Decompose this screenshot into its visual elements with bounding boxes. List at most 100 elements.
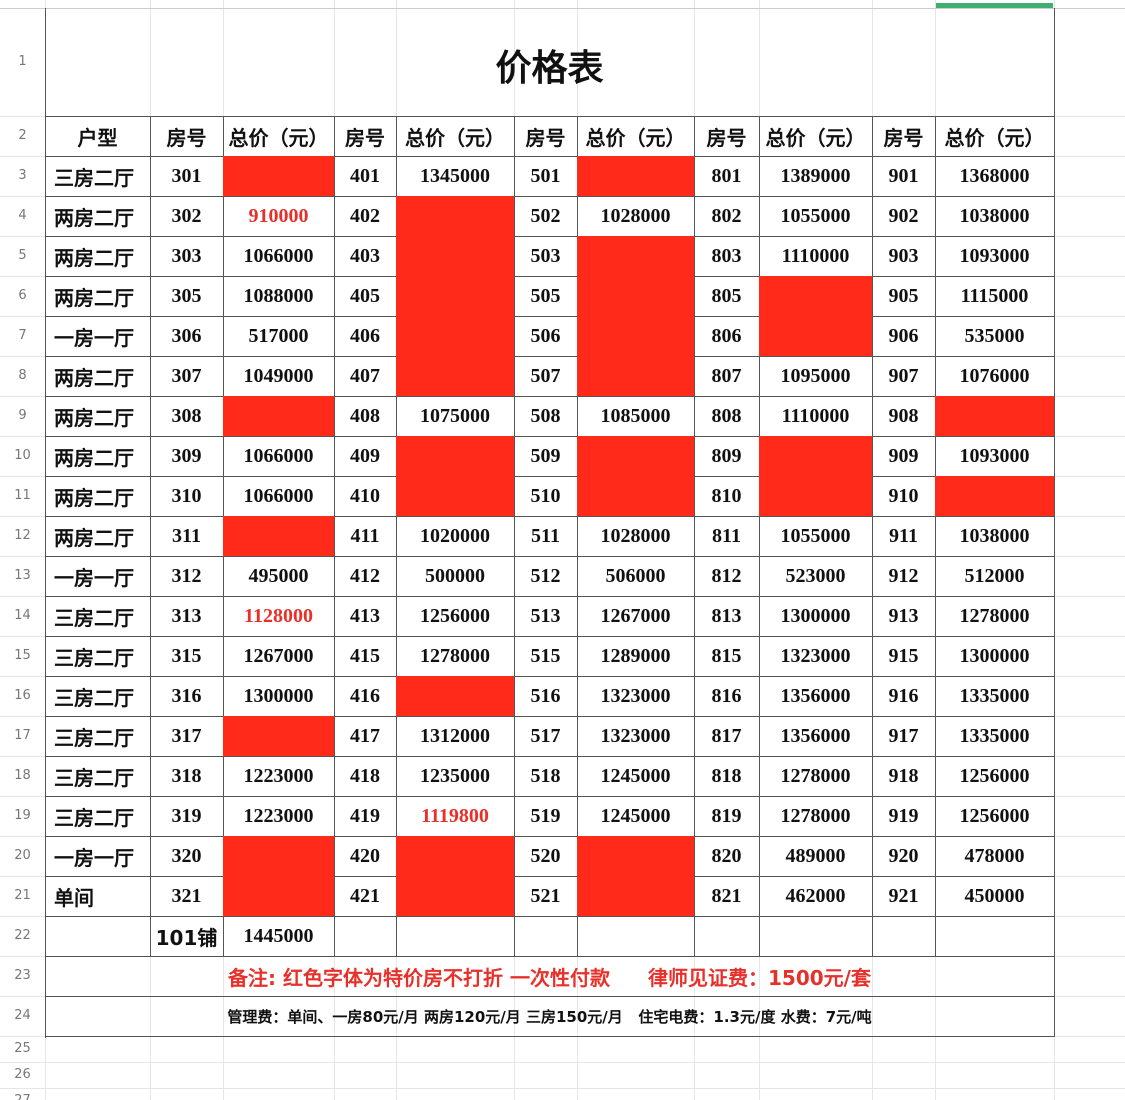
row-number: 2 [18, 128, 27, 143]
room-number: 513 [514, 596, 578, 637]
room-number: 809 [694, 436, 760, 477]
price: 1300000 [223, 676, 335, 717]
room-number: 919 [872, 796, 936, 837]
sold-cell [577, 356, 695, 397]
price: 1368000 [935, 156, 1055, 197]
price: 1028000 [577, 196, 695, 237]
room-number: 812 [694, 556, 760, 597]
unit-type: 单间 [45, 876, 151, 917]
empty-cell [396, 916, 515, 957]
room-number: 311 [150, 516, 224, 557]
column-header: 总价（元） [396, 116, 515, 157]
row-number: 12 [14, 528, 31, 543]
price: 1256000 [935, 756, 1055, 797]
row-number: 13 [14, 568, 31, 583]
price: 1055000 [759, 516, 873, 557]
price: 495000 [223, 556, 335, 597]
room-number: 403 [334, 236, 397, 277]
column-header: 总价（元） [223, 116, 335, 157]
room-number: 303 [150, 236, 224, 277]
room-number: 408 [334, 396, 397, 437]
price: 512000 [935, 556, 1055, 597]
room-number: 413 [334, 596, 397, 637]
price: 517000 [223, 316, 335, 357]
row-number: 14 [14, 608, 31, 623]
price: 1088000 [223, 276, 335, 317]
room-number: 510 [514, 476, 578, 517]
price: 1235000 [396, 756, 515, 797]
row-number: 23 [14, 968, 31, 983]
sold-cell [223, 516, 335, 557]
table-frame [45, 8, 46, 1038]
price: 1335000 [935, 716, 1055, 757]
room-number: 803 [694, 236, 760, 277]
empty-cell [935, 916, 1055, 957]
price: 1038000 [935, 516, 1055, 557]
room-number: 308 [150, 396, 224, 437]
room-number: 903 [872, 236, 936, 277]
sold-cell [577, 876, 695, 917]
room-number: 505 [514, 276, 578, 317]
room-number: 907 [872, 356, 936, 397]
room-number: 911 [872, 516, 936, 557]
price: 1389000 [759, 156, 873, 197]
row-number: 7 [18, 328, 27, 343]
empty-cell [45, 916, 151, 957]
room-number: 313 [150, 596, 224, 637]
room-number: 813 [694, 596, 760, 637]
room-number: 417 [334, 716, 397, 757]
row-number: 18 [14, 768, 31, 783]
price: 523000 [759, 556, 873, 597]
room-number: 819 [694, 796, 760, 837]
price: 1066000 [223, 436, 335, 477]
price: 478000 [935, 836, 1055, 877]
column-header: 总价（元） [759, 116, 873, 157]
unit-type: 一房一厅 [45, 556, 151, 597]
room-number: 416 [334, 676, 397, 717]
row-number: 27 [0, 1088, 45, 1100]
sold-cell [223, 396, 335, 437]
note-row: 备注: 红色字体为特价房不打折 一次性付款 律师见证费：1500元/套 [45, 956, 1055, 997]
empty-cell [577, 916, 695, 957]
room-number: 418 [334, 756, 397, 797]
sold-cell [396, 236, 515, 277]
room-number: 407 [334, 356, 397, 397]
row-number: 8 [18, 368, 27, 383]
sold-cell [759, 316, 873, 357]
sold-cell [577, 156, 695, 197]
price: 1223000 [223, 756, 335, 797]
room-number: 305 [150, 276, 224, 317]
unit-type: 三房二厅 [45, 636, 151, 677]
row-number: 16 [14, 688, 31, 703]
price: 1049000 [223, 356, 335, 397]
row-number: 6 [18, 288, 27, 303]
room-number: 321 [150, 876, 224, 917]
room-number: 908 [872, 396, 936, 437]
price: 1245000 [577, 796, 695, 837]
row-number: 24 [14, 1008, 31, 1023]
room-number: 905 [872, 276, 936, 317]
price: 1289000 [577, 636, 695, 677]
room-number: 802 [694, 196, 760, 237]
price: 1335000 [935, 676, 1055, 717]
sold-cell [577, 316, 695, 357]
room-number: 516 [514, 676, 578, 717]
room-number: 519 [514, 796, 578, 837]
sold-cell [577, 476, 695, 517]
price: 1055000 [759, 196, 873, 237]
room-number: 320 [150, 836, 224, 877]
room-number: 316 [150, 676, 224, 717]
lawyer-fee: 律师见证费：1500元/套 [647, 965, 871, 990]
row-number: 15 [14, 648, 31, 663]
room-number: 503 [514, 236, 578, 277]
price: 1076000 [935, 356, 1055, 397]
price: 1093000 [935, 436, 1055, 477]
column-header: 房号 [694, 116, 760, 157]
room-number: 815 [694, 636, 760, 677]
room-number: 507 [514, 356, 578, 397]
room-number: 906 [872, 316, 936, 357]
unit-type: 三房二厅 [45, 796, 151, 837]
room-number: 805 [694, 276, 760, 317]
room-number: 319 [150, 796, 224, 837]
column-header: 房号 [334, 116, 397, 157]
